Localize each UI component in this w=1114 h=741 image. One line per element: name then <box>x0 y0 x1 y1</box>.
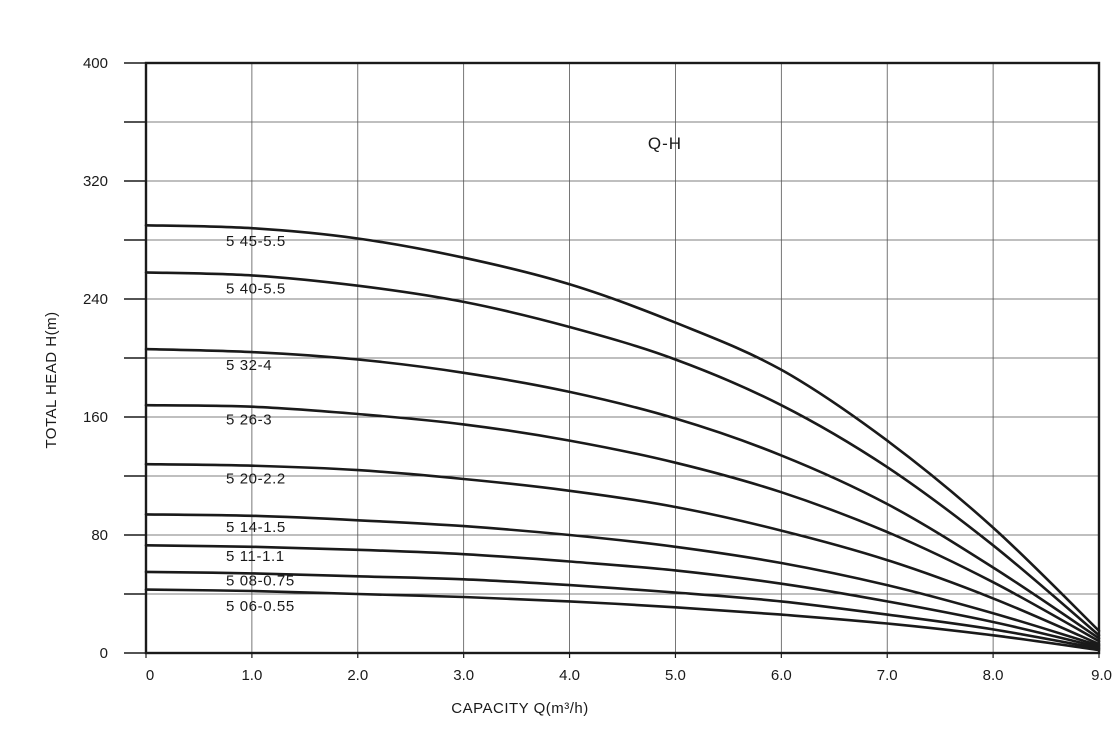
label-layer: 5 45-5.5 5 40-5.5 5 32-4 5 26-3 5 20-2.2 5 14… <box>226 233 295 615</box>
series-line <box>144 403 1101 643</box>
series-layer <box>144 224 1101 652</box>
series-line <box>144 570 1101 650</box>
y-tick-label: 0 <box>100 645 108 662</box>
series-label: 5 14-1.5 <box>226 519 286 536</box>
x-tick-label: 2.0 <box>347 667 368 684</box>
y-axis-title: TOTAL HEAD H(m) <box>43 311 60 448</box>
plot-frame <box>144 61 1101 655</box>
x-tick-label: 5.0 <box>665 667 686 684</box>
series-label: 5 11-1.1 <box>226 548 285 565</box>
series-line <box>144 544 1101 649</box>
series-label: 5 06-0.55 <box>226 598 295 615</box>
series-label: 5 08-0.75 <box>226 572 295 589</box>
series-label: 5 45-5.5 <box>226 233 286 250</box>
series-line <box>144 462 1101 646</box>
x-tick-label: 0 <box>146 667 154 684</box>
x-tick-label: 8.0 <box>983 667 1004 684</box>
series-label: 5 20-2.2 <box>226 471 286 488</box>
x-tick-label: 4.0 <box>559 667 580 684</box>
y-tick-label: 400 <box>83 55 108 72</box>
series-line <box>144 271 1101 637</box>
y-tick-label: 160 <box>83 409 108 426</box>
x-tick-label: 6.0 <box>771 667 792 684</box>
y-tick-label: 240 <box>83 291 108 308</box>
x-tick-label: 7.0 <box>877 667 898 684</box>
x-axis-title: CAPACITY Q(m³/h) <box>451 700 588 717</box>
x-tick-label: 9.0 <box>1091 667 1112 684</box>
x-tick-label: 3.0 <box>453 667 474 684</box>
series-label: 5 32-4 <box>226 357 272 374</box>
y-tick-label: 320 <box>83 173 108 190</box>
chart-title: Q-H <box>648 134 682 153</box>
series-label: 5 40-5.5 <box>226 280 286 297</box>
series-line <box>144 588 1101 652</box>
axis-layer: 0 1.0 2.0 3.0 4.0 5.0 6.0 7.0 8.0 9.0 0 80 160 240 320… <box>83 55 1112 684</box>
series-line <box>144 513 1101 647</box>
series-line <box>144 347 1101 640</box>
x-tick-label: 1.0 <box>241 667 262 684</box>
y-tick-label: 80 <box>91 527 108 544</box>
series-line <box>144 224 1101 633</box>
series-label: 5 26-3 <box>226 412 272 429</box>
